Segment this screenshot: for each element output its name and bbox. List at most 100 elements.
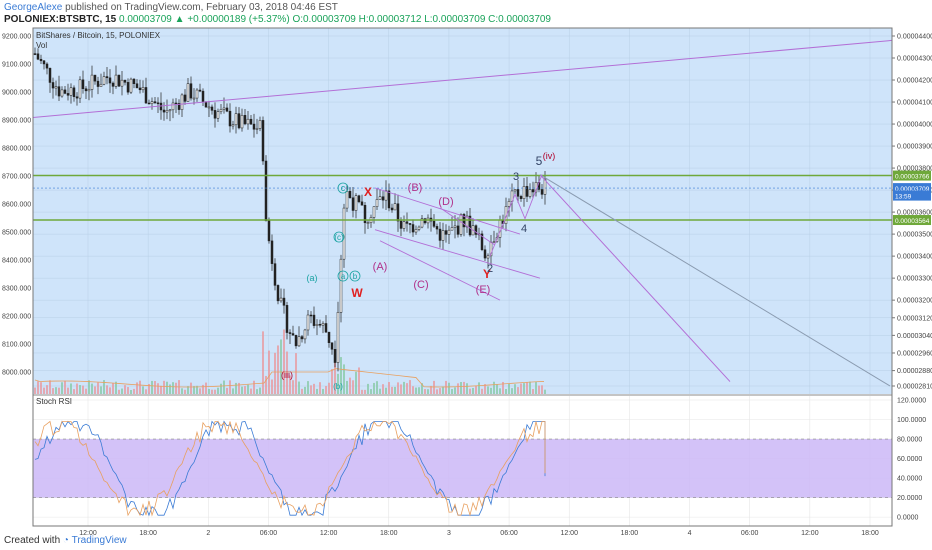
time-tick-label: 18:00 [380, 530, 398, 537]
volume-bar [376, 381, 378, 394]
wave-label: (E) [476, 284, 491, 296]
volume-bar [262, 331, 264, 394]
candle-body [87, 89, 91, 92]
volume-bar [508, 383, 510, 394]
wave-label: (a) [307, 273, 318, 283]
candle-body [219, 109, 223, 112]
wave-label: 5 [536, 154, 543, 168]
volume-bar [400, 384, 402, 394]
wave-label: (b) [333, 382, 343, 391]
candle-body [408, 223, 412, 225]
volume-bar [493, 381, 495, 394]
symbol-label: POLONIEX:BTSBTC, 15 [4, 14, 117, 25]
volume-bar [388, 382, 390, 394]
volume-bar [208, 388, 210, 394]
volume-bar [523, 383, 525, 394]
left-tick-label: 9000.000 [2, 90, 31, 97]
candle-body [246, 118, 250, 125]
volume-bar [166, 381, 168, 394]
time-tick-label: 12:00 [320, 530, 338, 537]
volume-bar [46, 385, 48, 394]
candle-body [213, 110, 217, 119]
volume-bar [151, 380, 153, 394]
author-link[interactable]: GeorgeAlexe [4, 2, 63, 13]
left-tick-label: 8900.000 [2, 118, 31, 125]
volume-bar [430, 385, 432, 394]
candle-body [399, 220, 403, 229]
candle-body [132, 78, 136, 84]
candle-body [93, 74, 97, 82]
volume-bar [307, 381, 309, 394]
right-tick-label: 0.00004100 [897, 100, 932, 107]
volume-bar [229, 380, 231, 394]
wave-label: c [341, 183, 346, 193]
right-tick-label: 0.00004200 [897, 78, 932, 85]
candle-body [357, 195, 361, 203]
volume-bar [289, 375, 291, 394]
volume-bar [106, 385, 108, 394]
candle-body [42, 60, 46, 65]
wave-circle [349, 270, 361, 282]
volume-bar [421, 383, 423, 394]
candle-body [63, 89, 67, 94]
candle-body [243, 115, 247, 125]
candle-body [57, 86, 61, 97]
volume-bar [136, 382, 138, 394]
volume-bar [79, 385, 81, 394]
volume-bar [538, 385, 540, 394]
candle-body [444, 230, 448, 235]
candle-body [297, 336, 301, 347]
volume-bar [358, 367, 360, 394]
left-tick-label: 8000.000 [2, 370, 31, 377]
candle-body [396, 203, 400, 222]
candle-body [96, 80, 100, 87]
rsi-tick-label: 100.0000 [897, 417, 926, 424]
volume-bar [415, 387, 417, 394]
right-tick-label: 0.00003040 [897, 333, 932, 340]
footer-brand[interactable]: TradingView [71, 535, 127, 546]
ohlc-values: O:0.00003709 H:0.00003712 L:0.00003709 C… [292, 14, 551, 25]
time-tick-label: 12:00 [560, 530, 578, 537]
volume-bar [313, 383, 315, 394]
candle-body [207, 106, 211, 109]
candle-body [285, 305, 289, 333]
candle-body [465, 215, 469, 228]
candle-body [411, 224, 415, 233]
candle-body [186, 83, 190, 102]
price-label-bg [893, 183, 931, 194]
candle-body [282, 297, 286, 306]
wave-label: (D) [438, 196, 453, 208]
candle-body [486, 255, 490, 259]
volume-bar [271, 379, 273, 394]
volume-bar [535, 381, 537, 394]
left-tick-label: 8200.000 [2, 314, 31, 321]
candle-body [291, 333, 295, 336]
volume-bar [112, 383, 114, 394]
volume-bar [196, 385, 198, 394]
wave-path [489, 174, 543, 257]
wave-label: 3 [513, 171, 519, 183]
candle-body [480, 233, 484, 250]
candle-body [384, 190, 388, 201]
candle-body [372, 206, 376, 218]
volume-bar [226, 387, 228, 394]
volume-bar [97, 382, 99, 394]
candles [33, 47, 547, 372]
candle-body [402, 221, 406, 229]
volume-bar [367, 383, 369, 394]
candle-body [147, 102, 151, 105]
wave-label: 4 [521, 223, 527, 235]
volume-bar [247, 384, 249, 394]
candle-body [417, 226, 421, 230]
candle-body [339, 258, 343, 313]
candle-body [336, 312, 340, 363]
volume-bar [301, 388, 303, 394]
candle-body [351, 197, 355, 211]
time-tick-label: 06:00 [260, 530, 278, 537]
volume-bar [370, 389, 372, 394]
volume-bar [517, 387, 519, 394]
volume-bar [40, 382, 42, 394]
candle-body [525, 186, 529, 197]
wave-label: (C) [413, 279, 428, 291]
